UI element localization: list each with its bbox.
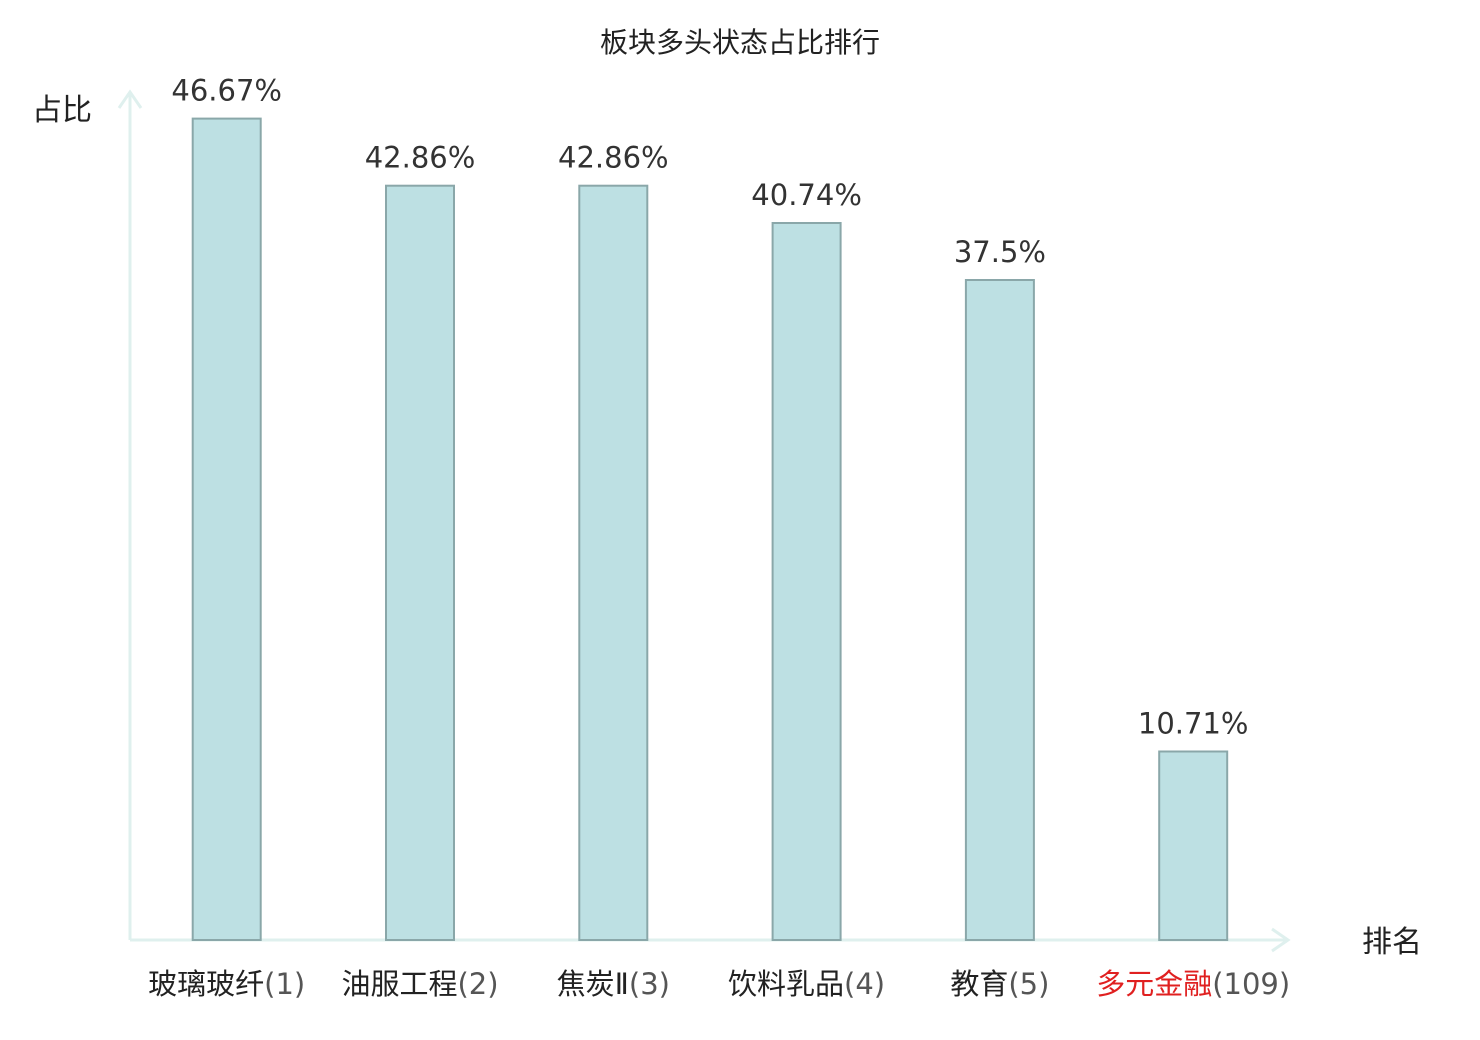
y-axis: 占比 — [32, 89, 143, 940]
bar-2 — [385, 184, 455, 941]
bar-1 — [191, 117, 262, 942]
category-label-1: 玻璃玻纤(1) — [148, 967, 305, 1001]
category-label-6: 多元金融(109) — [1096, 967, 1290, 1001]
x-axis-label: 排名 — [1362, 925, 1422, 960]
bar-5 — [964, 279, 1035, 941]
bar-3 — [578, 184, 649, 941]
value-label-5: 37.5% — [954, 235, 1046, 269]
value-labels: 46.67% 42.86% 42.86% 40.74% 37.5% 10.71% — [171, 74, 1248, 741]
value-label-4: 40.74% — [751, 178, 862, 212]
bar-series — [191, 117, 1229, 942]
y-axis-label: 占比 — [32, 93, 92, 128]
value-label-6: 10.71% — [1138, 707, 1249, 741]
category-label-2: 油服工程(2) — [341, 967, 498, 1001]
category-label-4: 饮料乳品(4) — [728, 967, 885, 1001]
chart-title: 板块多头状态占比排行 — [600, 26, 880, 59]
value-label-1: 46.67% — [171, 74, 282, 108]
category-label-3: 焦炭Ⅱ(3) — [557, 967, 670, 1001]
category-label-5: 教育(5) — [950, 967, 1049, 1001]
bar-4 — [771, 222, 842, 941]
category-labels: 玻璃玻纤(1) 油服工程(2) 焦炭Ⅱ(3) 饮料乳品(4) 教育(5) 多元金融(109… — [148, 967, 1290, 1001]
value-label-2: 42.86% — [365, 141, 476, 175]
value-label-3: 42.86% — [558, 141, 669, 175]
x-axis: 排名 — [130, 925, 1422, 960]
bar-6 — [1158, 750, 1229, 941]
